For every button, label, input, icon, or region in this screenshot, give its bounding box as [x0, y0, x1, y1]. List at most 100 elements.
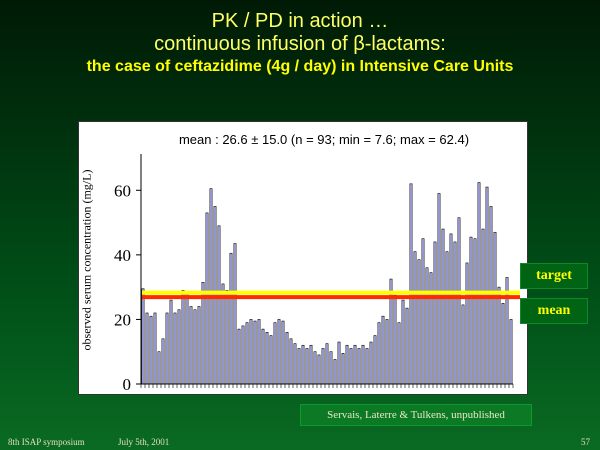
- bar: [353, 344, 357, 385]
- bar: [317, 354, 321, 385]
- bar: [405, 307, 409, 385]
- bar: [501, 302, 505, 385]
- bar: [237, 328, 241, 385]
- bar: [145, 312, 149, 385]
- bar: [257, 319, 261, 385]
- bar: [377, 322, 381, 385]
- y-tick-label: 0: [123, 375, 132, 394]
- bar: [373, 335, 377, 385]
- bar: [273, 322, 277, 385]
- bar: [385, 319, 389, 385]
- chart-panel: 0 20 40 60 mean : 26.6 ± 15.0 (n = 93; min …: [78, 121, 528, 395]
- bar: [489, 206, 493, 385]
- bar: [305, 348, 309, 385]
- bar: [493, 231, 497, 385]
- bar: [369, 341, 373, 385]
- bar: [365, 348, 369, 385]
- bar: [473, 238, 477, 385]
- bar: [265, 332, 269, 385]
- bar: [253, 320, 257, 385]
- bar: [309, 344, 313, 385]
- bar: [437, 193, 441, 385]
- y-tick-label: 40: [114, 246, 131, 265]
- bar: [361, 344, 365, 385]
- bar: [209, 188, 213, 385]
- bar: [425, 267, 429, 385]
- bar: [141, 288, 145, 385]
- credit-note: Servais, Laterre & Tulkens, unpublished: [300, 404, 532, 426]
- bar: [477, 182, 481, 385]
- bar: [181, 290, 185, 385]
- bar: [221, 283, 225, 385]
- bar: [349, 348, 353, 385]
- bar: [433, 241, 437, 385]
- bar: [345, 344, 349, 385]
- bar: [289, 338, 293, 385]
- bar-chart: 0 20 40 60 mean : 26.6 ± 15.0 (n = 93; min …: [114, 132, 514, 394]
- bar: [173, 312, 177, 385]
- bar: [297, 348, 301, 385]
- bar: [205, 212, 209, 385]
- bar: [201, 282, 205, 385]
- bar: [417, 259, 421, 385]
- y-axis-label: observed serum concentration (mg/L): [79, 169, 94, 351]
- bar: [285, 332, 289, 385]
- bar: [393, 294, 397, 385]
- bar: [445, 251, 449, 385]
- bar: [509, 319, 513, 385]
- bar: [169, 299, 173, 385]
- bar: [233, 243, 237, 385]
- slide-title-line1: PK / PD in action …: [211, 10, 389, 32]
- page-number: 57: [581, 437, 590, 447]
- chart-title: mean : 26.6 ± 15.0 (n = 93; min = 7.6; m…: [179, 132, 469, 147]
- axes-group: 0 20 40 60: [114, 154, 514, 394]
- bar: [269, 335, 273, 385]
- bar: [165, 312, 169, 385]
- bar: [357, 348, 361, 385]
- bar: [453, 241, 457, 385]
- bar: [149, 315, 153, 385]
- bar: [465, 262, 469, 385]
- bar: [189, 306, 193, 385]
- bar: [301, 344, 305, 385]
- bar: [313, 351, 317, 385]
- bar: [481, 228, 485, 385]
- bars-group: [141, 182, 513, 385]
- bar: [497, 286, 501, 385]
- bar: [469, 236, 473, 385]
- bar: [397, 322, 401, 385]
- bar: [441, 228, 445, 385]
- bar: [389, 278, 393, 385]
- bar: [485, 186, 489, 385]
- bar: [413, 251, 417, 385]
- bar: [225, 290, 229, 385]
- bar: [177, 309, 181, 385]
- slide-subtitle: the case of ceftazidime (4g / day) in In…: [86, 58, 514, 75]
- bar: [429, 272, 433, 385]
- bar: [461, 304, 465, 385]
- bar: [329, 351, 333, 385]
- slide-title-line2: continuous infusion of β-lactams:: [154, 33, 446, 55]
- bar: [185, 293, 189, 385]
- y-tick-label: 60: [114, 181, 131, 200]
- bar: [277, 319, 281, 385]
- bar: [505, 277, 509, 385]
- bar: [249, 319, 253, 385]
- bar: [193, 309, 197, 385]
- bar: [213, 206, 217, 385]
- bar: [341, 353, 345, 385]
- bar: [401, 299, 405, 385]
- legend-mean: mean: [520, 298, 588, 324]
- bar: [457, 217, 461, 385]
- bar: [381, 315, 385, 385]
- footer-date: July 5th, 2001: [118, 437, 170, 447]
- bar: [229, 252, 233, 385]
- bar: [261, 328, 265, 385]
- bar: [157, 351, 161, 385]
- bar: [241, 325, 245, 385]
- bar: [161, 338, 165, 385]
- y-tick-label: 20: [114, 310, 131, 329]
- legend-target: target: [520, 263, 588, 289]
- bar: [325, 343, 329, 385]
- bar: [337, 341, 341, 385]
